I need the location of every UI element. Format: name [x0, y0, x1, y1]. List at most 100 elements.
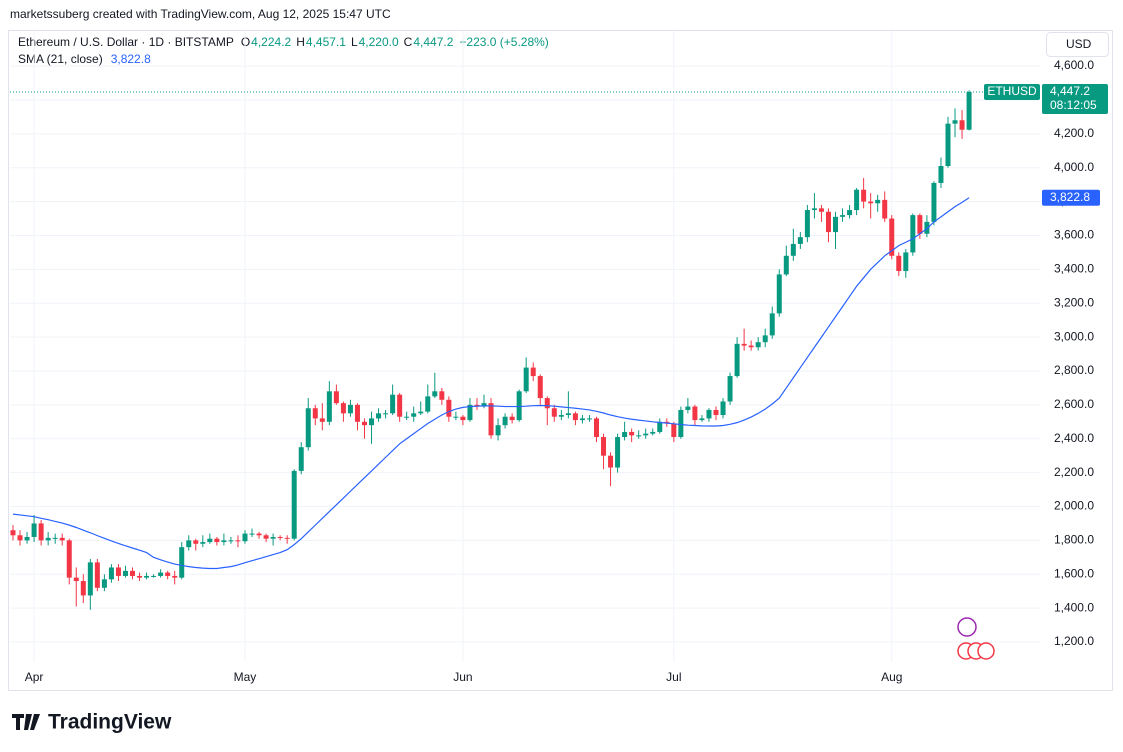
legend-key: H: [296, 35, 305, 49]
candle-body: [959, 120, 965, 130]
candle-body: [17, 535, 23, 541]
candle-body: [432, 391, 438, 397]
candle-body: [804, 210, 810, 238]
sma-legend-value: 3,822.8: [111, 52, 151, 66]
candle-body: [551, 408, 557, 417]
candle-body: [565, 413, 571, 416]
candle-body: [137, 575, 143, 578]
event-icon[interactable]: [957, 617, 977, 637]
x-tick-label: Jun: [453, 670, 472, 684]
overlays: ETHUSD 4,447.208:12:05 3,822.8: [10, 83, 1108, 570]
candle-body: [362, 421, 367, 426]
candle-body: [734, 343, 740, 377]
y-tick-label: 2,800.0: [1054, 363, 1094, 377]
candle-body: [544, 398, 550, 409]
sma-name: SMA (21, close): [18, 52, 103, 66]
candle-body: [228, 540, 234, 542]
candle-body: [825, 211, 831, 233]
sma-tag: 3,822.8: [1050, 190, 1090, 204]
candle-body: [235, 540, 241, 542]
candle-body: [875, 199, 881, 204]
candle-body: [347, 404, 353, 414]
candle-body: [418, 411, 424, 414]
logo-icon: [12, 714, 40, 730]
candle-body: [397, 394, 403, 417]
candle-body: [896, 255, 902, 272]
candle-body: [298, 447, 304, 471]
candle-body: [193, 540, 199, 544]
candle-body: [579, 418, 585, 421]
candle-body: [586, 418, 592, 420]
candle-body: [671, 423, 677, 438]
candle-body: [453, 416, 459, 418]
candle-body: [242, 533, 248, 542]
candle-body: [439, 391, 445, 400]
price-tag: 4,447.2: [1050, 84, 1090, 98]
y-tick-label: 1,800.0: [1054, 533, 1094, 547]
y-tick-label: 1,200.0: [1054, 634, 1094, 648]
symbol-tag-box: [984, 83, 1040, 100]
candle-body: [910, 215, 916, 253]
candle-body: [24, 536, 30, 541]
candle-body: [797, 237, 803, 244]
candle-body: [530, 367, 536, 377]
candle-body: [699, 418, 705, 421]
candle-body: [889, 218, 895, 256]
candle-body: [73, 577, 79, 582]
candle-body: [158, 572, 164, 576]
attribution: marketssuberg created with TradingView.c…: [10, 7, 391, 21]
candle-body: [615, 437, 621, 468]
y-tick-label: 2,000.0: [1054, 499, 1094, 513]
candle-body: [172, 575, 178, 578]
sma-tag-box: [1042, 189, 1100, 206]
x-tick-label: Aug: [881, 670, 902, 684]
candle-body: [509, 416, 515, 421]
currency[interactable]: USD: [1066, 37, 1092, 51]
x-tick-label: Apr: [25, 670, 44, 684]
countdown: 08:12:05: [1050, 98, 1097, 112]
candle-body: [572, 413, 578, 421]
candle-body: [720, 401, 726, 416]
candle-body: [425, 396, 431, 412]
currency-box[interactable]: [1046, 32, 1109, 57]
candle-body: [713, 409, 719, 416]
candle-body: [354, 404, 360, 422]
candle-body: [882, 199, 888, 219]
candle-body: [38, 523, 44, 541]
candle-body: [854, 189, 860, 211]
y-tick-label: 4,200.0: [1054, 126, 1094, 140]
candle-body: [593, 418, 599, 438]
candle-body: [537, 376, 543, 399]
candle-body: [917, 215, 923, 234]
candle-body: [938, 166, 944, 183]
candle-body: [706, 409, 712, 419]
candle-body: [622, 431, 628, 438]
y-tick-label: 3,000.0: [1054, 329, 1094, 343]
candle-body: [446, 399, 452, 417]
y-tick-label: 2,600.0: [1054, 397, 1094, 411]
candle-body: [748, 345, 754, 348]
candle-body: [249, 533, 255, 535]
candle-body: [312, 408, 318, 419]
legend-value: 4,447.2: [413, 35, 453, 49]
event-icon[interactable]: [977, 642, 995, 660]
candle-body: [319, 418, 325, 422]
candle-body: [650, 431, 656, 434]
candle-body: [945, 123, 951, 167]
x-tick-label: Jul: [666, 670, 681, 684]
candle-body: [270, 536, 276, 539]
candle-body: [678, 409, 684, 438]
candle-body: [52, 537, 58, 539]
grid: 1,200.0 1,400.0 1,600.0 1,800.0 2,000.0 2,200…: [10, 31, 1094, 684]
candle-body: [608, 455, 614, 468]
candle-body: [144, 575, 150, 578]
logo-text: TradingView: [48, 711, 172, 734]
price-tag-box: [1042, 83, 1108, 114]
legend-change: +223.0 (+5.28%): [459, 35, 548, 49]
candle-body: [31, 523, 37, 537]
candle-body: [326, 391, 332, 422]
sma-line: [12, 197, 970, 570]
candle-body: [340, 403, 346, 414]
